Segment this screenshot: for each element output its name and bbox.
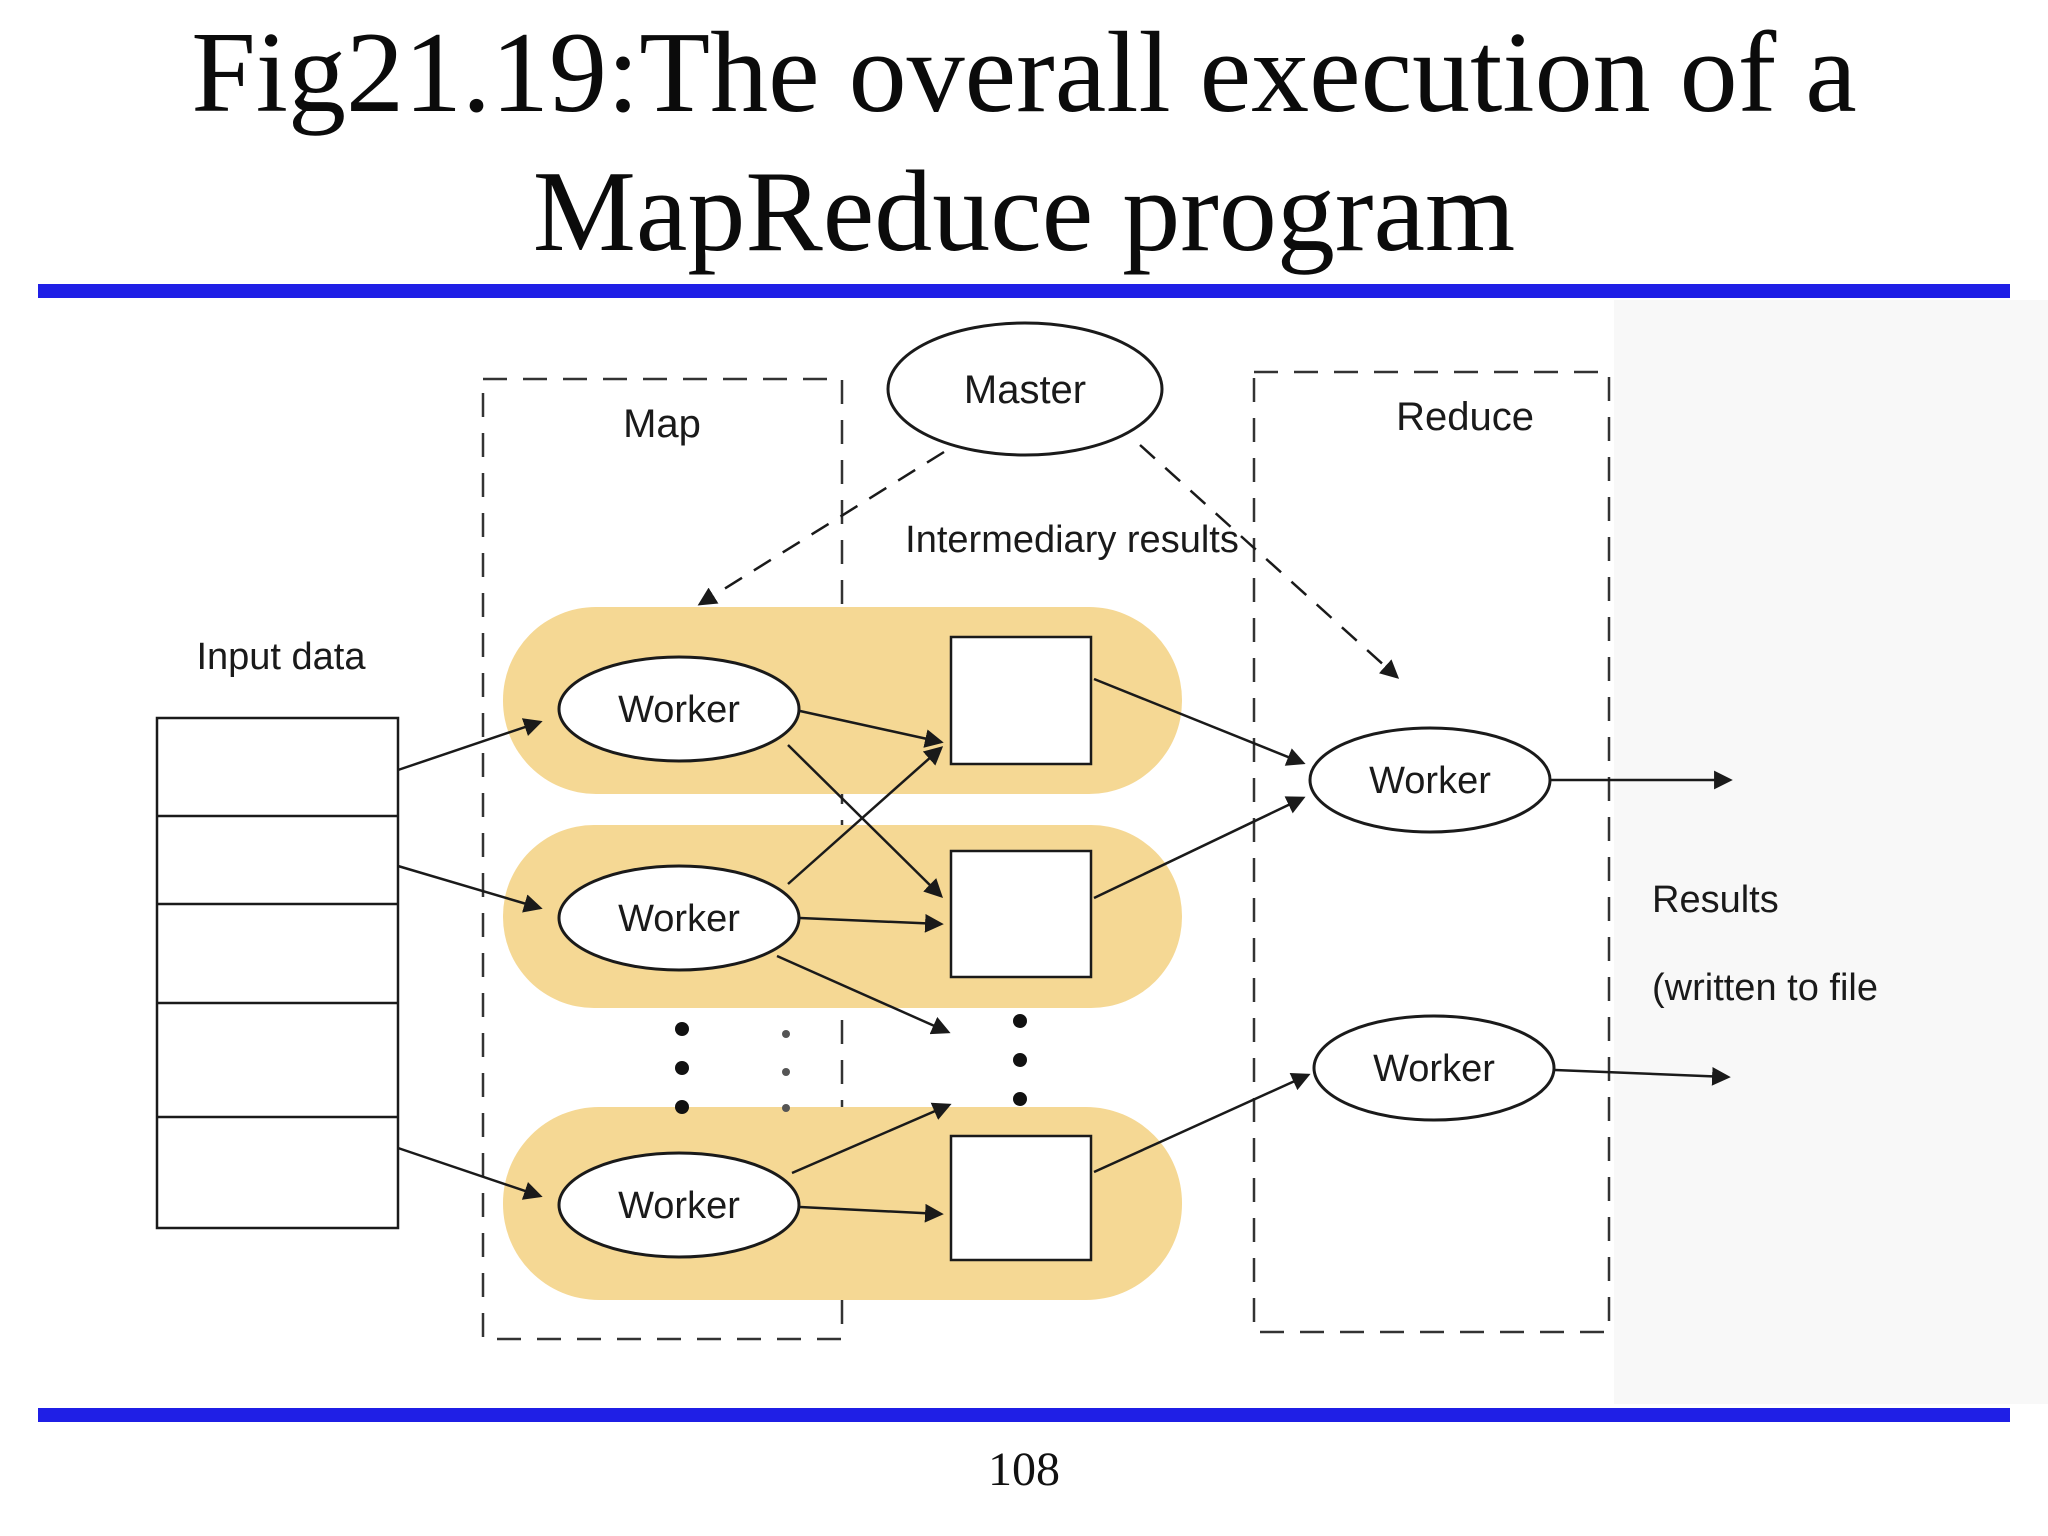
- reduce-worker-label: Worker: [1369, 760, 1491, 802]
- reduce-worker-node: [1308, 726, 1552, 834]
- bottom-divider-rule: [38, 1408, 2010, 1422]
- top-divider-rule: [38, 284, 2010, 298]
- map-worker-node: [557, 1151, 801, 1259]
- map-worker-label: Worker: [618, 1185, 740, 1227]
- intermediate-result-box: [949, 1134, 1093, 1262]
- arrow-box2-to-reduce-worker1: [1093, 796, 1306, 900]
- input-data-table: [155, 716, 400, 1230]
- master-label: Master: [964, 368, 1086, 412]
- ellipsis-dot: [782, 1104, 790, 1112]
- intermediate-result-box: [949, 635, 1093, 766]
- ellipsis-dot: [1013, 1014, 1027, 1028]
- ellipsis-dot: [782, 1030, 790, 1038]
- reduce-region-box: [1252, 370, 1611, 1334]
- dashed-arrow-master-to-map: [697, 450, 945, 606]
- reduce-worker-label: Worker: [1373, 1048, 1495, 1090]
- results-sublabel: (written to file: [1652, 967, 1878, 1009]
- map-worker-label: Worker: [618, 898, 740, 940]
- map-region-label: Map: [623, 402, 701, 446]
- slide-title-line2: MapReduce program: [532, 148, 1516, 277]
- intermediate-result-box: [949, 849, 1093, 979]
- background-shading: [1614, 300, 2048, 1404]
- arrow-input-to-worker1: [397, 718, 543, 772]
- arrow-worker2-to-box2: [799, 913, 944, 933]
- ellipsis-dot: [675, 1022, 689, 1036]
- arrow-worker3-to-box3: [799, 1203, 944, 1223]
- reduce-region-label: Reduce: [1396, 395, 1534, 439]
- master-node: [886, 321, 1164, 457]
- map-region-box: [481, 377, 844, 1341]
- ellipsis-dot: [1013, 1092, 1027, 1106]
- input-data-label: Input data: [196, 636, 366, 678]
- arrow-input-to-worker2: [397, 864, 543, 913]
- map-worker-node: [557, 655, 801, 763]
- slide-title: Fig21.19:The overall execution of a MapR…: [0, 4, 2048, 282]
- ellipsis-dot: [675, 1100, 689, 1114]
- ellipsis-dot: [1013, 1053, 1027, 1067]
- arrow-worker2-to-box1: [787, 746, 944, 885]
- intermediary-results-label: Intermediary results: [905, 519, 1239, 561]
- slide-title-line1: Fig21.19:The overall execution of a: [191, 9, 1857, 137]
- arrow-reduce-worker2-to-results: [1554, 1066, 1731, 1086]
- arrow-box3-to-reduce-worker2: [1093, 1073, 1311, 1174]
- arrow-input-to-worker3: [397, 1146, 543, 1200]
- arrow-worker1-to-box1: [799, 709, 944, 748]
- ellipsis-dot: [675, 1061, 689, 1075]
- arrow-worker3-to-dots: [791, 1102, 952, 1175]
- page-number: 108: [988, 1443, 1060, 1496]
- dashed-arrow-master-to-reduce: [1139, 444, 1400, 679]
- arrow-worker2-to-dots: [776, 954, 951, 1035]
- ellipsis-dot: [782, 1068, 790, 1076]
- map-worker-label: Worker: [618, 689, 740, 731]
- arrow-box1-to-reduce-worker1: [1093, 677, 1306, 766]
- map-worker-node: [557, 864, 801, 972]
- arrow-worker1-to-box2: [787, 744, 944, 898]
- results-label: Results: [1652, 879, 1779, 921]
- reduce-worker-node: [1312, 1014, 1556, 1122]
